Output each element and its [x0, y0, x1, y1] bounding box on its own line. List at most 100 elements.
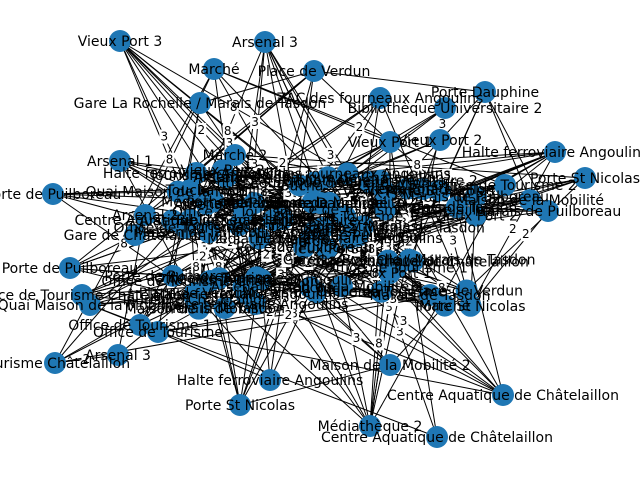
edge-weight-label: 3 [284, 186, 292, 200]
graph-edge [185, 227, 504, 396]
edge-label-background [280, 291, 291, 306]
node-label: Porte de Puilboreau [236, 240, 373, 256]
edge-weight-label: 2 [293, 294, 301, 308]
edge-weight-label: 2 [277, 240, 285, 254]
graph-node [346, 224, 369, 247]
node-label: Porte St Nicolas [385, 183, 495, 199]
graph-node [262, 209, 285, 232]
edge-weight-label: 2 [83, 352, 91, 366]
node-label: Vieux Port 2 [180, 163, 265, 179]
edge-label-background [288, 193, 299, 208]
node-label: Office de Tourisme 2 [114, 221, 257, 237]
edge-label-background [400, 207, 411, 222]
edge-weight-label: 3 [161, 130, 169, 144]
node-label: Arsenal 3 [250, 212, 316, 228]
edge-weight-label: 2 [186, 271, 194, 285]
edge-weight-label: 3 [226, 136, 234, 150]
graph-node [232, 200, 255, 223]
edge-weight-label: 8 [230, 100, 238, 114]
node-label: Médiathèque 2 [318, 419, 423, 435]
edge-weight-label: 3 [384, 240, 392, 254]
graph-edge [52, 191, 178, 195]
node-label: Quai Maison de la Mobilité [85, 185, 270, 201]
node-label: Gare La Rochelle / Marais de Tasdon [74, 96, 327, 112]
node-label: Office de Tourisme Châtelaillon [0, 288, 191, 304]
node-label: Gare de Châtelaillon [64, 228, 207, 244]
node-label: Porte de Puilboreau [290, 229, 427, 245]
node-label: Halte ferroviaire Angoulins [153, 287, 340, 303]
edge-label-background [159, 129, 170, 144]
graph-node [433, 294, 456, 317]
graph-node [42, 183, 64, 205]
graph-edge [313, 70, 486, 93]
node-label: Office de Tourisme [316, 285, 446, 301]
edge-label-background [294, 197, 305, 212]
graph-node [254, 31, 276, 53]
node-label: Vieux Port 3 [366, 181, 451, 197]
graph-node [464, 185, 487, 208]
node-label: Marais de Tasdon [164, 301, 285, 317]
graph-node [187, 297, 210, 320]
node-label: Centre Aquatique de Châtelaillon [297, 254, 529, 270]
edge-weight-label: 3 [443, 169, 451, 183]
graph-node [370, 280, 393, 303]
graph-edge [119, 40, 224, 171]
edge-weight-label: 3 [211, 291, 219, 305]
node-label: Maison de la Mobilité 2 [261, 279, 422, 295]
edge-weight-label: 3 [368, 256, 376, 270]
edge-weight-label: 8 [290, 194, 298, 208]
edge-weight-label: 3 [402, 208, 410, 222]
edge-weight-label: 8 [438, 281, 446, 295]
edge-label-background [272, 172, 283, 187]
graph-edge [470, 210, 549, 307]
node-label: Marché 2 [337, 175, 402, 191]
graph-edge [243, 285, 391, 366]
graph-node [109, 30, 131, 52]
graph-node [244, 292, 267, 315]
edge-weight-label: 2 [522, 227, 530, 241]
graph-edge [264, 41, 329, 178]
edge-label-background [341, 198, 352, 213]
edge-weight-label: 2 [509, 222, 517, 236]
edge-weight-label: 3 [296, 227, 304, 241]
edge-weight-label: 3 [389, 292, 397, 306]
edge-weight-label: 3 [449, 233, 457, 247]
edge-weight-label: 3 [400, 314, 408, 328]
edge-weight-label: 2 [360, 198, 368, 212]
node-label: Maison de la Mobilité [456, 193, 604, 209]
edge-label-background [204, 210, 215, 225]
edge-weight-label: 8 [192, 260, 200, 274]
edge-weight-label: 8 [290, 307, 298, 321]
edge-label-background [261, 247, 272, 262]
node-label: Porte St Nicolas [302, 225, 412, 241]
node-label: Halte ferroviaire Angoulins [256, 231, 443, 247]
node-label: Centre Aquatique de Châtelaillon [198, 176, 430, 192]
node-label: Office de Tourisme 2 [433, 178, 576, 194]
edge-weight-label: 2 [164, 292, 172, 306]
node-label: Bibliothèque Universitaire 2 [176, 213, 371, 229]
edge-label-background [367, 255, 378, 270]
node-label: Porte St Nicolas [308, 219, 418, 235]
node-label: Arsenal 2 [281, 225, 347, 241]
edge-label-background [351, 331, 362, 346]
graph-node [492, 384, 514, 406]
node-label: Vieux Port 3 [78, 34, 163, 50]
node-label: Office de Tourisme 1 [68, 318, 211, 334]
node-label: Halte ferroviaire Angoulins [462, 145, 640, 161]
graph-node [134, 204, 156, 226]
edge-label-background [283, 249, 294, 264]
node-label: Porte de Puilboreau [0, 187, 121, 203]
edge-label-background [289, 306, 299, 321]
node-label: Marais de Puilboreau [403, 189, 549, 205]
edge-weight-label: 3 [250, 157, 258, 171]
edge-label-background [392, 217, 403, 232]
node-label: Gare de Châtelaillon [352, 182, 495, 198]
graph-node [203, 58, 225, 80]
graph-edge [239, 303, 256, 406]
edge-weight-label: 8 [166, 153, 174, 167]
edge-label-background [450, 291, 461, 306]
edge-label-background [398, 215, 409, 230]
edge-label-background [354, 120, 365, 134]
node-label: Toucha [274, 178, 324, 194]
graph-node [147, 321, 169, 343]
